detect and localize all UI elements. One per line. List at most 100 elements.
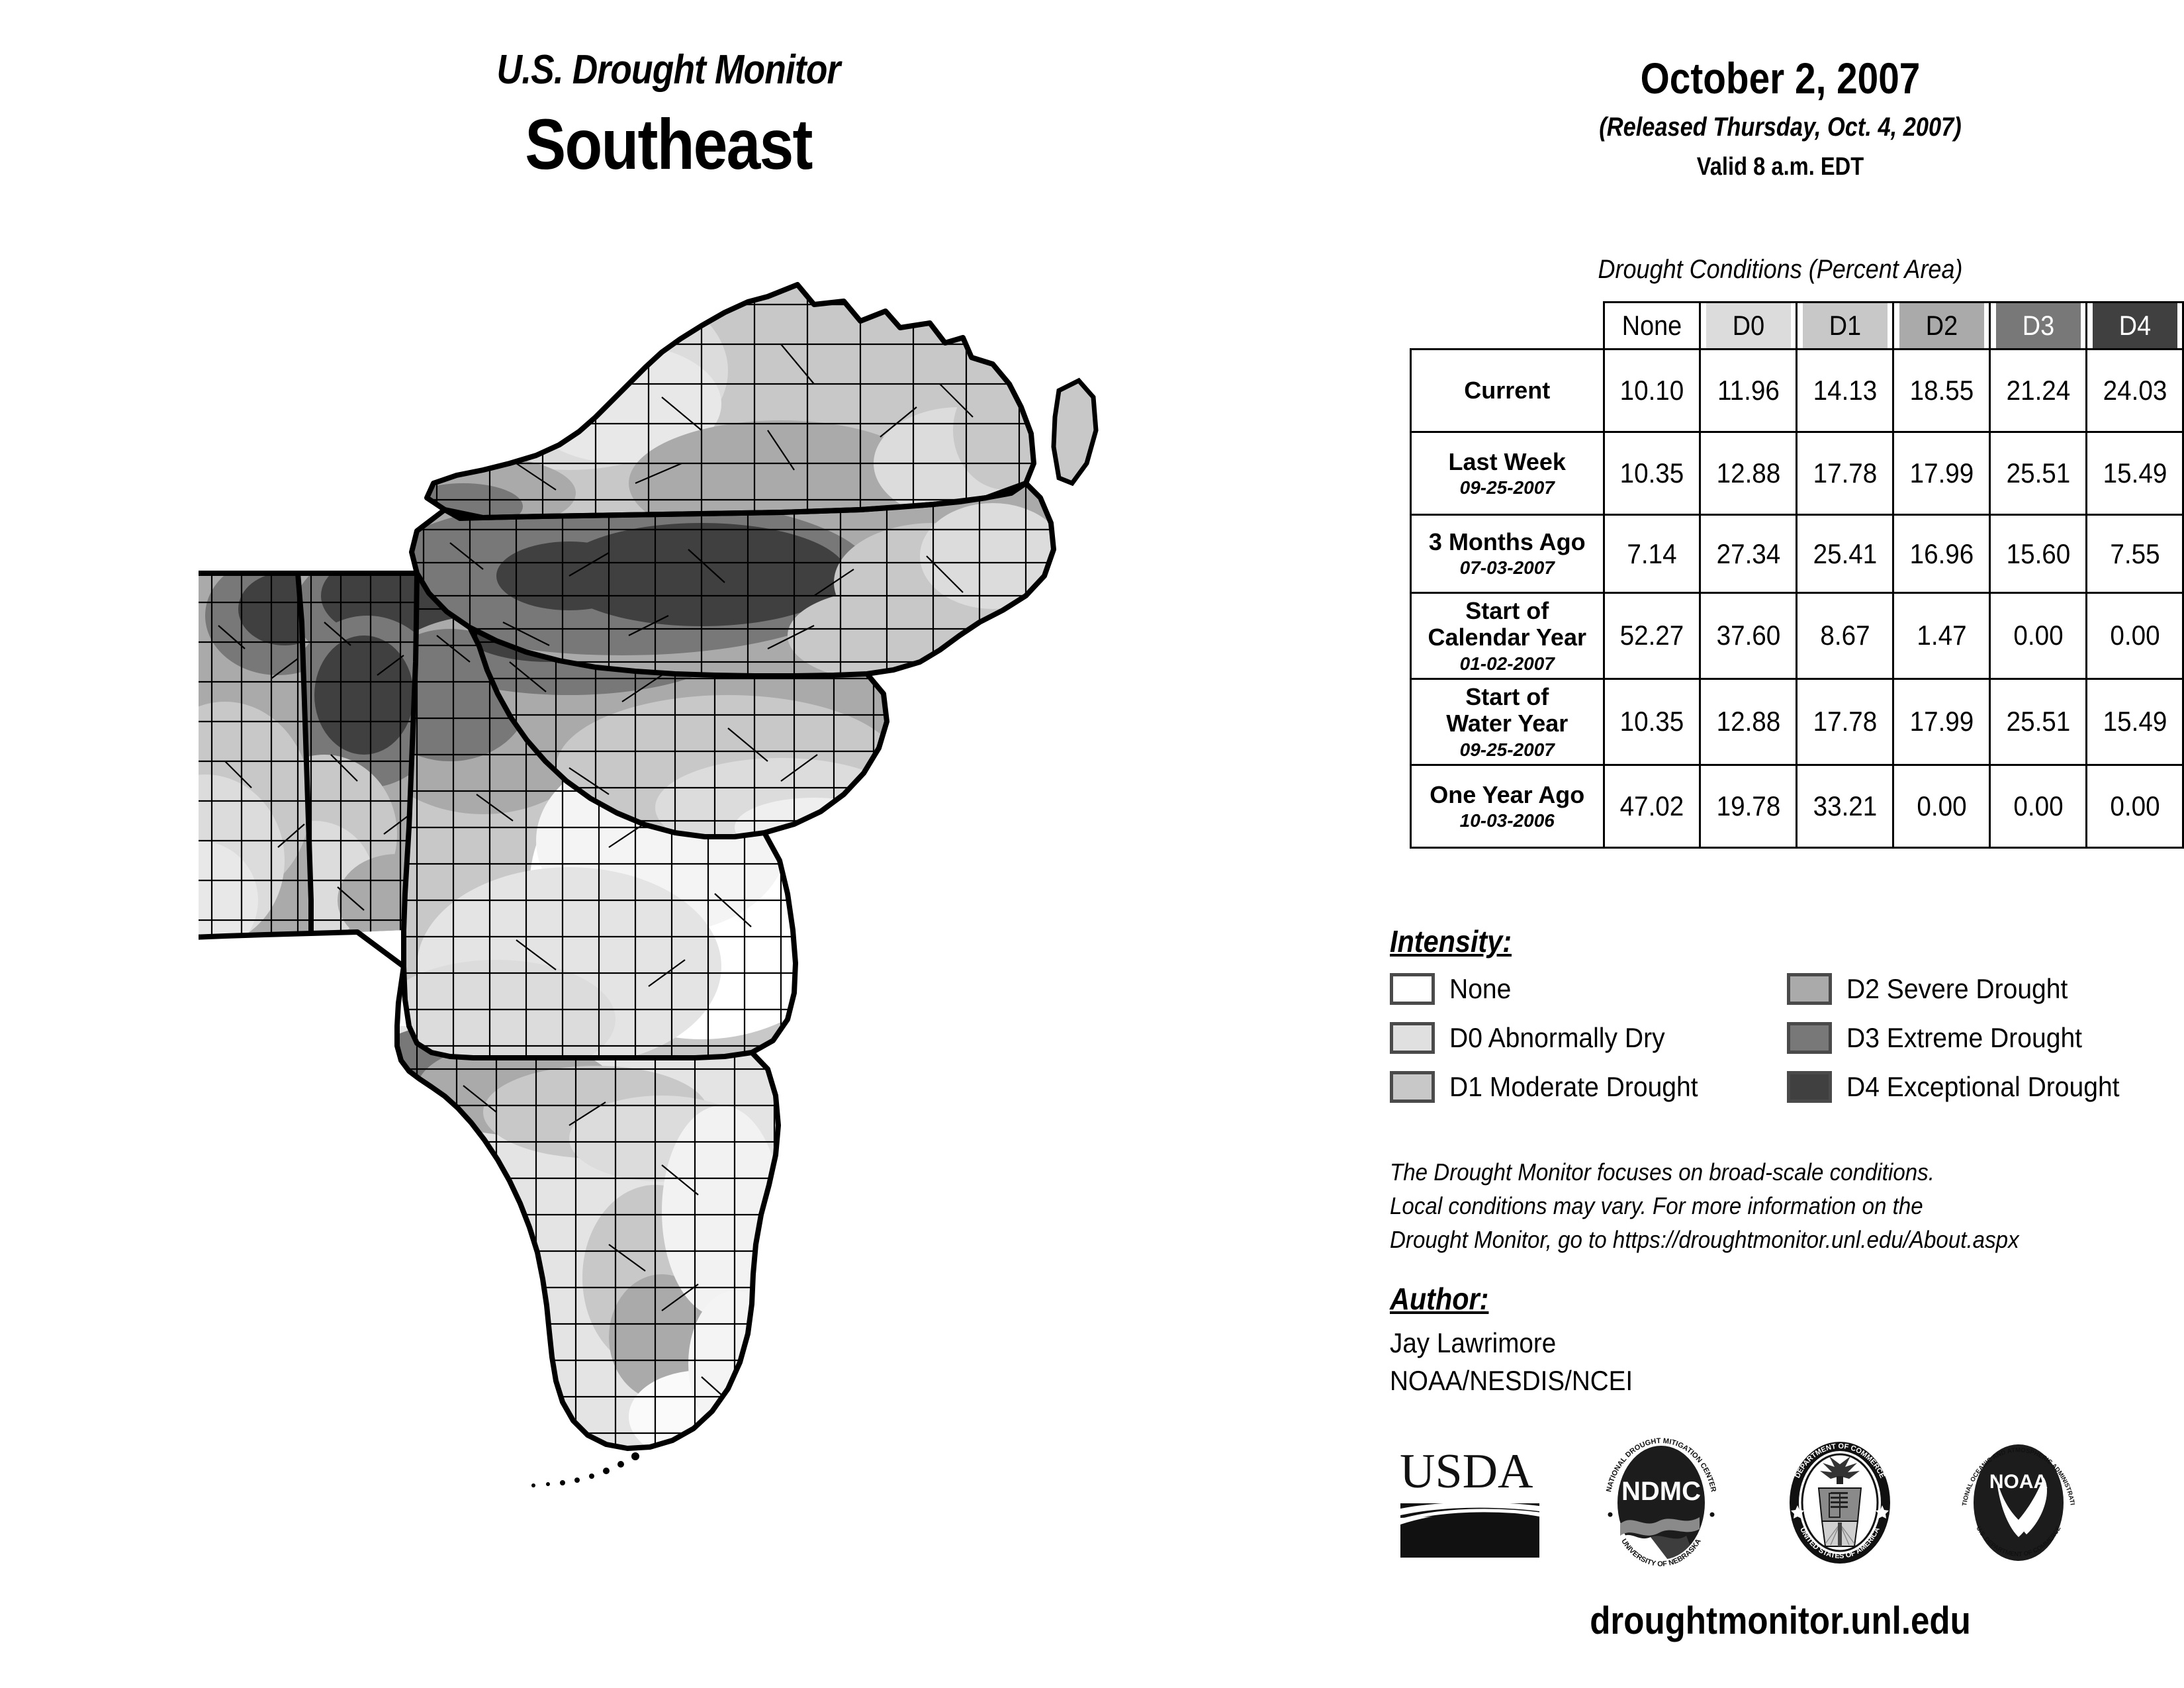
release-date: (Released Thursday, Oct. 4, 2007)	[1599, 113, 1962, 142]
table-caption: Drought Conditions (Percent Area)	[1598, 255, 1963, 284]
cell-calyear-d4: 0.00	[2089, 592, 2181, 680]
row-label-last-week: Last Week 09-25-2007	[1410, 431, 1605, 516]
cell-lastweek-d2: 17.99	[1896, 431, 1987, 516]
noaa-logo-text: NOAA	[1989, 1471, 2048, 1493]
row-label-3-months-ago: 3 Months Ago 07-03-2007	[1410, 514, 1605, 594]
ndmc-logo: NDMC NATIONAL DROUGHT MITIGATION CENTER …	[1605, 1437, 1717, 1568]
cell-current-d1: 14.13	[1799, 348, 1891, 433]
region-title: Southeast	[525, 104, 813, 184]
cell-calyear-d2: 1.47	[1896, 592, 1987, 680]
row-label-text: Start of Calendar Year	[1428, 597, 1586, 651]
column-header-d0: D0	[1704, 301, 1793, 350]
legend-swatch-d1	[1390, 1071, 1435, 1103]
row-label-text: Current	[1464, 376, 1551, 404]
column-header-d4: D4	[2090, 301, 2179, 350]
logo-strip: USDA NDMC NATIONAL DROUGHT MITIGATION CE…	[1383, 1430, 2184, 1575]
row-label-date: 09-25-2007	[1459, 477, 1555, 498]
row-label-current: Current	[1410, 348, 1605, 433]
cell-wateryear-d3: 25.51	[1993, 677, 2084, 766]
legend-label-d2: D2 Severe Drought	[1846, 973, 2068, 1004]
cell-3months-d2: 16.96	[1896, 514, 1987, 594]
intensity-heading: Intensity:	[1390, 924, 1512, 959]
cell-3months-none: 7.14	[1606, 514, 1698, 594]
column-header-d1: D1	[1800, 301, 1889, 350]
noaa-logo: NOAA NATIONAL OCEANIC AND ATMOSPHERIC AD…	[1952, 1436, 2076, 1561]
legend-item-d2: D2 Severe Drought	[1787, 970, 2184, 1008]
legend-label-d4: D4 Exceptional Drought	[1846, 1071, 2120, 1102]
table-header-row: None D0 D1 D2 D3 D4	[1411, 301, 2183, 350]
cell-lastweek-none: 10.35	[1606, 431, 1698, 516]
legend-item-d3: D3 Extreme Drought	[1787, 1019, 2184, 1057]
state-borders	[199, 282, 1056, 1451]
site-url: droughtmonitor.unl.edu	[1590, 1599, 1971, 1642]
info-panel: October 2, 2007 (Released Thursday, Oct.…	[1377, 0, 2184, 1688]
cell-lastweek-d0: 12.88	[1703, 431, 1794, 516]
legend-label-d1: D1 Moderate Drought	[1449, 1071, 1698, 1102]
cell-3months-d0: 27.34	[1703, 514, 1794, 594]
cell-current-none: 10.10	[1606, 348, 1698, 433]
row-label-date: 10-03-2006	[1459, 810, 1555, 831]
disclaimer-line-3: Drought Monitor, go to https://droughtmo…	[1390, 1226, 2019, 1254]
cell-oneyear-none: 47.02	[1606, 763, 1698, 849]
row-label-start-calendar-year: Start of Calendar Year 01-02-2007	[1410, 592, 1605, 680]
cell-3months-d4: 7.55	[2089, 514, 2181, 594]
cell-wateryear-d2: 17.99	[1896, 677, 1987, 766]
disclaimer-line-1: The Drought Monitor focuses on broad-sca…	[1390, 1158, 1934, 1186]
disclaimer-text: The Drought Monitor focuses on broad-sca…	[1390, 1155, 2019, 1256]
cell-calyear-d0: 37.60	[1703, 592, 1794, 680]
cell-wateryear-d0: 12.88	[1703, 677, 1794, 766]
cell-3months-d3: 15.60	[1993, 514, 2084, 594]
table-row: One Year Ago 10-03-2006 47.02 19.78 33.2…	[1410, 763, 2183, 849]
legend-swatch-none	[1390, 973, 1435, 1005]
column-header-d2: D2	[1897, 301, 1986, 350]
cell-calyear-none: 52.27	[1606, 592, 1698, 680]
page-title: U.S. Drought Monitor	[496, 47, 841, 93]
cell-calyear-d1: 8.67	[1799, 592, 1891, 680]
column-header-none: None	[1607, 301, 1696, 350]
row-label-one-year-ago: One Year Ago 10-03-2006	[1410, 763, 1605, 849]
cell-wateryear-none: 10.35	[1606, 677, 1698, 766]
cell-current-d0: 11.96	[1703, 348, 1794, 433]
cell-oneyear-d4: 0.00	[2089, 763, 2181, 849]
disclaimer-line-2: Local conditions may vary. For more info…	[1390, 1192, 1923, 1220]
cell-current-d2: 18.55	[1896, 348, 1987, 433]
legend-item-d4: D4 Exceptional Drought	[1787, 1068, 2184, 1106]
title-block: U.S. Drought Monitor Southeast	[278, 46, 1059, 185]
cell-3months-d1: 25.41	[1799, 514, 1891, 594]
cell-oneyear-d1: 33.21	[1799, 763, 1891, 849]
usda-logo: USDA	[1400, 1444, 1540, 1558]
cell-wateryear-d4: 15.49	[2089, 677, 2181, 766]
cell-wateryear-d1: 17.78	[1799, 677, 1891, 766]
legend-item-none: None	[1390, 970, 1787, 1008]
column-header-d3: D3	[1993, 301, 2083, 350]
cell-oneyear-d2: 0.00	[1896, 763, 1987, 849]
southeast-drought-map	[199, 265, 1191, 1556]
legend-swatch-d2	[1787, 973, 1832, 1005]
row-label-text: Last Week	[1448, 447, 1566, 475]
cell-oneyear-d3: 0.00	[1993, 763, 2084, 849]
row-label-text: One Year Ago	[1430, 780, 1585, 808]
author-name: Jay Lawrimore	[1390, 1327, 1557, 1358]
ndmc-logo-text: NDMC	[1621, 1477, 1701, 1506]
valid-time: Valid 8 a.m. EDT	[1696, 153, 1864, 181]
intensity-legend: None D2 Severe Drought D0 Abnormally Dry…	[1390, 970, 2184, 1106]
table-row: Start of Water Year 09-25-2007 10.35 12.…	[1410, 677, 2183, 766]
cell-lastweek-d4: 15.49	[2089, 431, 2181, 516]
usda-logo-text: USDA	[1400, 1444, 1533, 1499]
row-label-text: Start of Water Year	[1446, 682, 1569, 737]
row-label-text: 3 Months Ago	[1428, 528, 1586, 556]
doc-seal-logo: DEPARTMENT OF COMMERCE UNITED STATES OF …	[1790, 1442, 1890, 1564]
author-org: NOAA/NESDIS/NCEI	[1390, 1365, 1633, 1396]
table-row: Start of Calendar Year 01-02-2007 52.27 …	[1410, 592, 2183, 680]
table-row: Current 10.10 11.96 14.13 18.55 21.24 24…	[1410, 348, 2183, 433]
florida-keys	[531, 1452, 639, 1487]
legend-label-d3: D3 Extreme Drought	[1846, 1022, 2083, 1053]
cell-lastweek-d1: 17.78	[1799, 431, 1891, 516]
table-row: 3 Months Ago 07-03-2007 7.14 27.34 25.41…	[1410, 514, 2183, 594]
legend-label-none: None	[1449, 973, 1512, 1004]
legend-item-d1: D1 Moderate Drought	[1390, 1068, 1787, 1106]
legend-item-d0: D0 Abnormally Dry	[1390, 1019, 1787, 1057]
cell-current-d4: 24.03	[2089, 348, 2181, 433]
map-svg	[199, 282, 1099, 1487]
delmarva-peninsula	[1051, 377, 1099, 487]
